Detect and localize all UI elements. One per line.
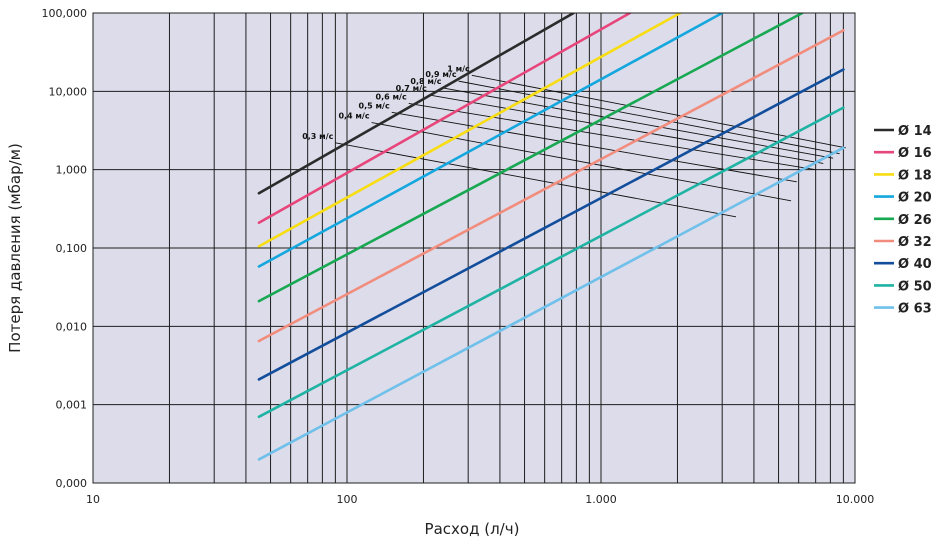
y-tick-label: 1,000 — [56, 164, 88, 177]
series-line — [257, 68, 845, 381]
velocity-line — [471, 74, 846, 149]
series-line — [257, 13, 804, 303]
series-line — [257, 29, 845, 343]
velocity-line — [391, 111, 797, 183]
velocity-line — [335, 142, 737, 218]
series-line — [257, 13, 632, 225]
x-axis-label: Расход (л/ч) — [425, 520, 520, 538]
x-tick-label: 100 — [337, 493, 358, 506]
y-tick-labels: 0,000 0,001 0,010 0,100 1,000 10,000 100,000 — [42, 7, 88, 490]
series-line — [257, 13, 575, 195]
velocity-label: 0,6 м/с — [376, 92, 407, 101]
legend: Ø 14 Ø 16 Ø 18 Ø 20 Ø 26 Ø 32 Ø 40 Ø 50 Ø 63 — [874, 124, 932, 317]
y-tick-label: 0,100 — [56, 242, 88, 255]
series-lines — [257, 13, 845, 461]
legend-label: Ø 40 — [898, 257, 932, 272]
x-tick-label: 10 — [86, 493, 100, 506]
velocity-line — [458, 80, 840, 155]
legend-label: Ø 26 — [898, 213, 932, 228]
series-line — [257, 13, 724, 268]
series-line — [257, 106, 845, 419]
velocity-label: 0,7 м/с — [396, 84, 427, 93]
legend-label: Ø 14 — [898, 124, 932, 139]
legend-label: Ø 32 — [898, 235, 932, 250]
x-tick-labels: 10 100 1.000 10.000 — [86, 493, 874, 506]
legend-label: Ø 20 — [898, 191, 932, 206]
y-tick-label: 0,010 — [56, 320, 88, 333]
velocity-label: 0,5 м/с — [359, 101, 390, 110]
x-tick-label: 1.000 — [585, 493, 617, 506]
x-tick-label: 10.000 — [836, 493, 875, 506]
velocity-label: 0,9 м/с — [425, 70, 456, 79]
y-tick-label: 0,000 — [56, 477, 88, 490]
velocity-label: 0,8 м/с — [410, 77, 441, 86]
y-axis-label: Потеря давления (мбар/м) — [6, 143, 24, 353]
legend-label: Ø 50 — [898, 279, 932, 294]
plot-frame — [92, 12, 856, 484]
legend-label: Ø 16 — [898, 146, 932, 161]
velocity-label: 0,4 м/с — [338, 112, 369, 121]
velocity-line — [371, 122, 792, 202]
y-tick-label: 10,000 — [49, 85, 88, 98]
grid — [93, 13, 855, 483]
y-tick-label: 0,001 — [56, 399, 88, 412]
legend-label: Ø 18 — [898, 168, 932, 183]
legend-label: Ø 63 — [898, 302, 932, 317]
series-line — [257, 146, 845, 461]
velocity-label: 1 м/с — [447, 64, 470, 73]
velocity-label: 0,3 м/с — [302, 132, 333, 141]
y-tick-label: 100,000 — [42, 7, 88, 20]
series-line — [257, 13, 682, 248]
